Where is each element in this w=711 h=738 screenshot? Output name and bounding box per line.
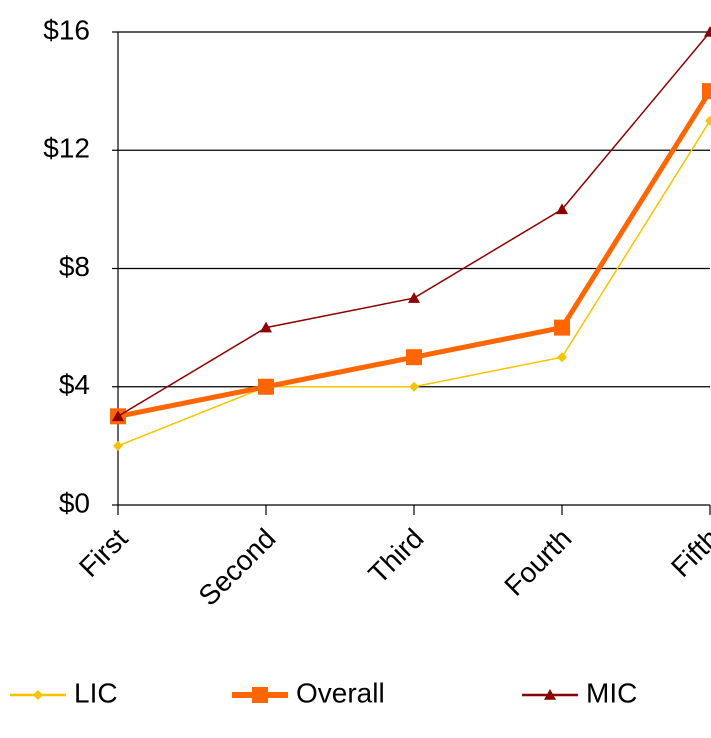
y-tick-label: $4 xyxy=(59,369,90,400)
x-tick-label: Second xyxy=(192,523,281,612)
series-line xyxy=(117,89,711,419)
marker xyxy=(544,689,556,700)
y-tick-label: $8 xyxy=(59,251,90,282)
marker xyxy=(112,410,124,422)
y-tick-label: $12 xyxy=(43,133,90,164)
marker xyxy=(557,352,567,363)
marker xyxy=(258,378,274,395)
marker xyxy=(260,321,272,333)
marker xyxy=(554,319,570,336)
legend-label: Overall xyxy=(296,677,385,708)
marker xyxy=(113,440,123,451)
marker xyxy=(702,83,711,100)
marker xyxy=(252,687,268,703)
marker xyxy=(704,26,711,37)
x-tick-label: First xyxy=(73,522,134,583)
y-tick-label: $16 xyxy=(43,14,90,45)
x-tick-label: Fourth xyxy=(498,523,577,602)
y-tick-label: $0 xyxy=(59,487,90,518)
legend-label: LIC xyxy=(74,677,118,708)
marker xyxy=(33,690,43,700)
x-tick-label: Third xyxy=(362,523,429,590)
marker xyxy=(409,381,419,392)
marker xyxy=(705,115,711,126)
marker xyxy=(408,292,420,303)
legend-label: MIC xyxy=(586,677,637,708)
x-tick-label: Fifth xyxy=(665,523,711,583)
marker xyxy=(406,349,422,366)
marker xyxy=(556,203,568,215)
